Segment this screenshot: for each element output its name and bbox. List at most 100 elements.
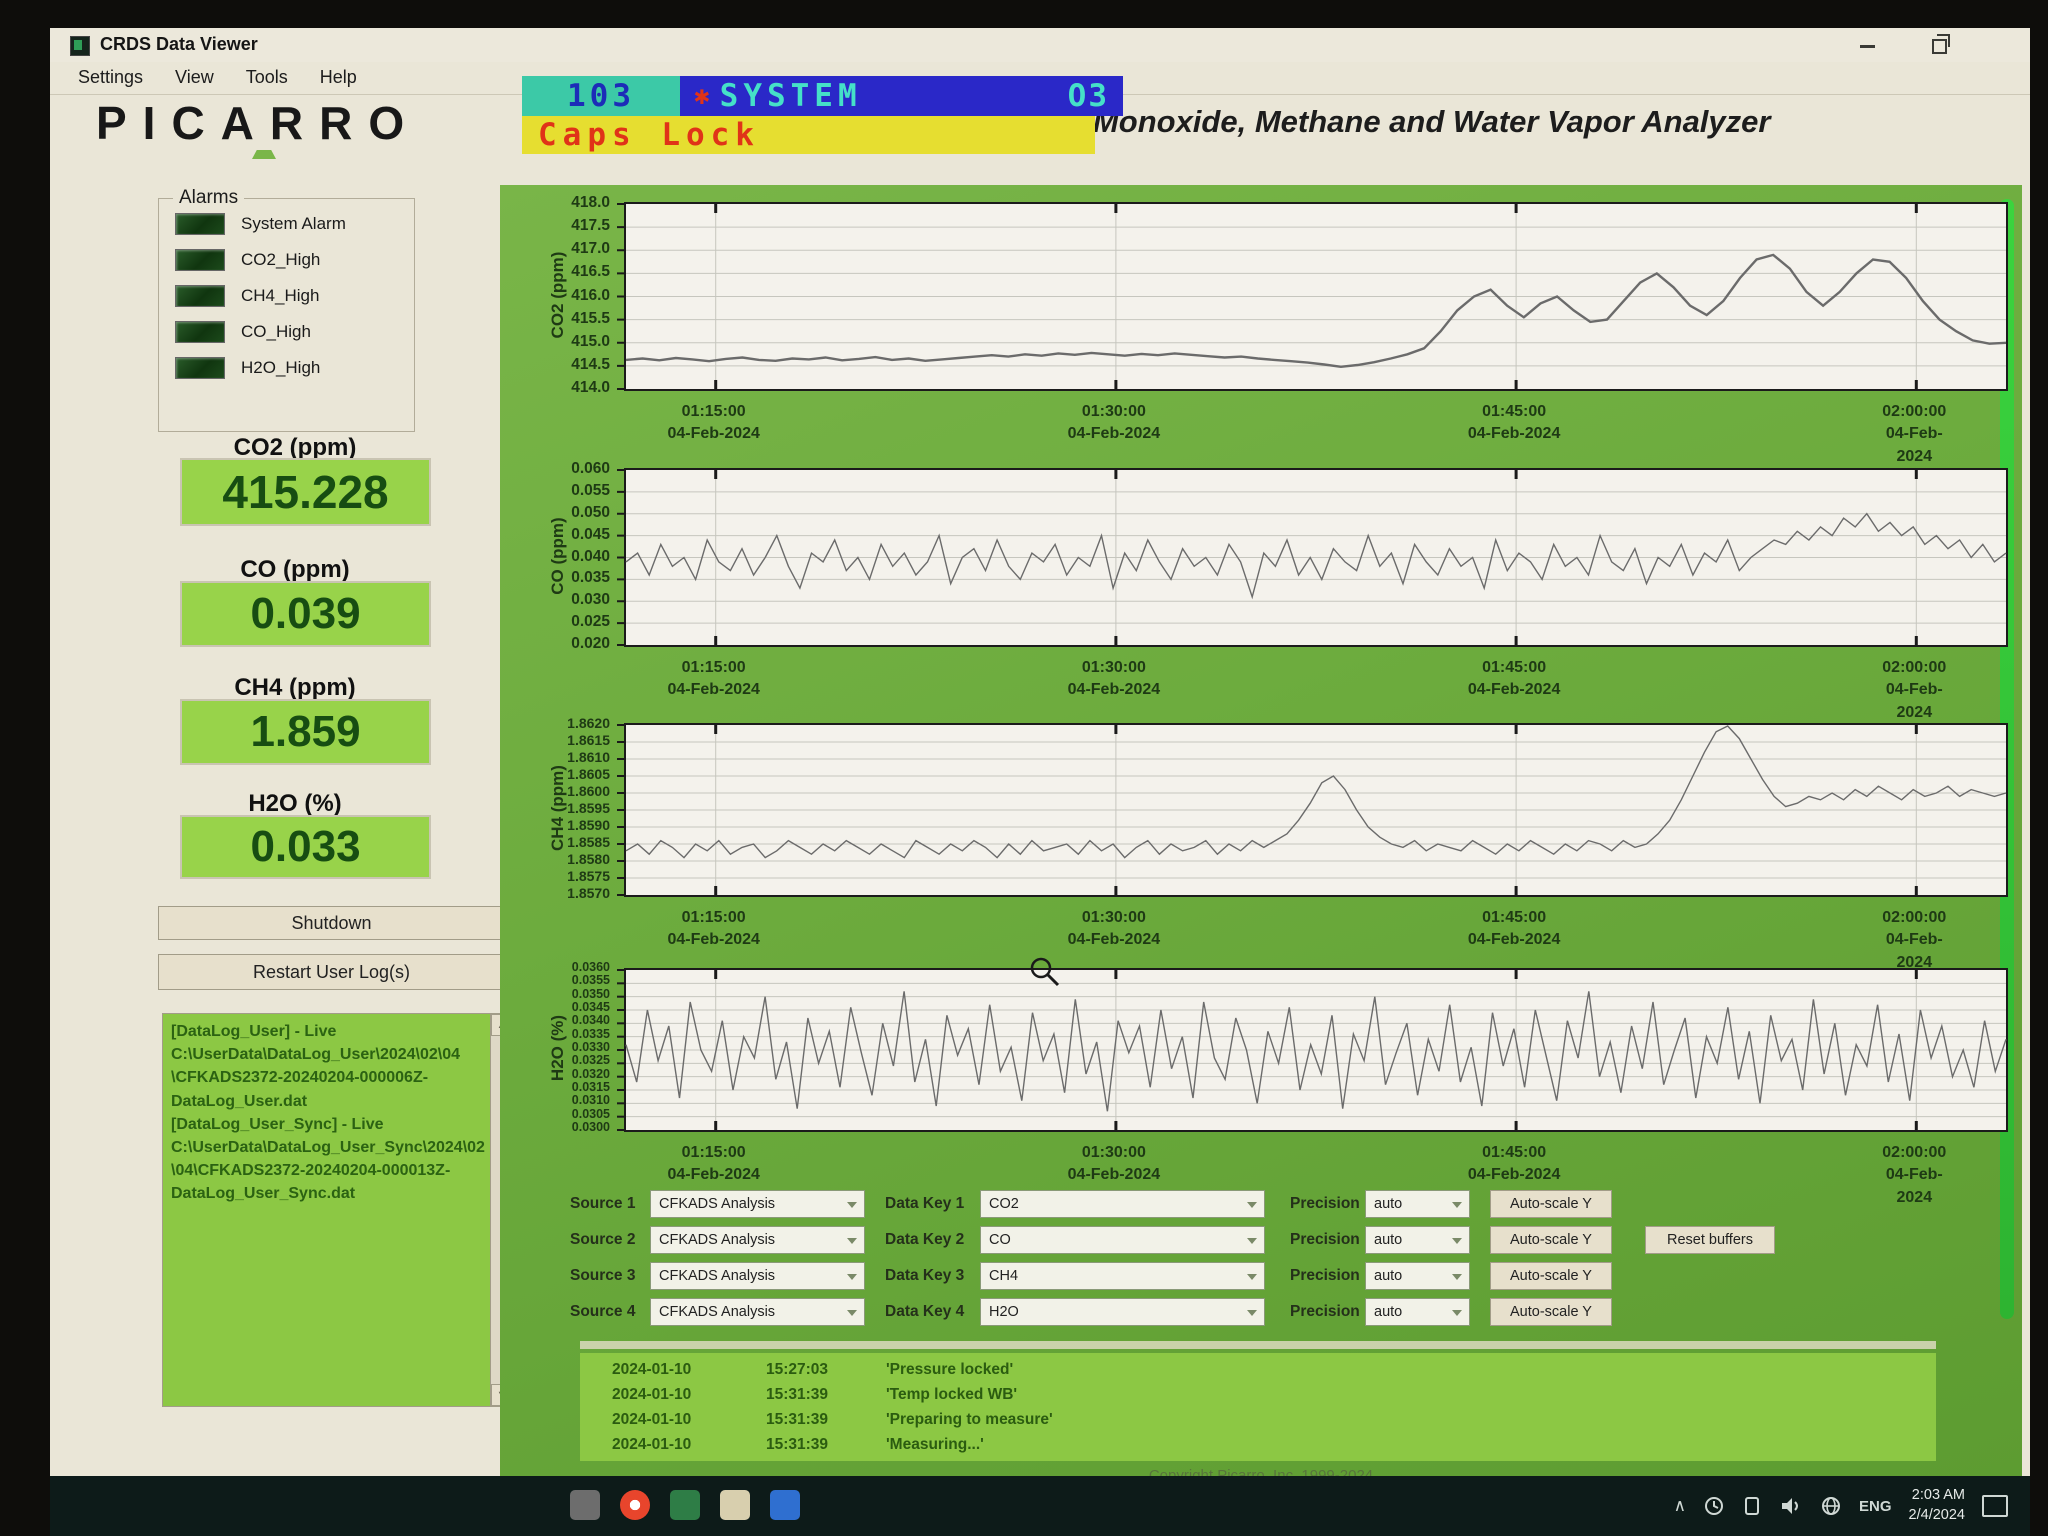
h2o-readout-value: 0.033 bbox=[180, 815, 431, 879]
autoscale-y-1-button[interactable]: Auto-scale Y bbox=[1490, 1190, 1612, 1218]
co-readout-value: 0.039 bbox=[180, 581, 431, 647]
minimize-icon bbox=[1859, 44, 1875, 48]
speaker-tray-icon[interactable] bbox=[1779, 1495, 1803, 1517]
datalog-file-list[interactable]: [DataLog_User] - Live C:\UserData\DataLo… bbox=[162, 1013, 514, 1407]
x-axis-ticks: 01:15:00 04-Feb-2024 01:30:00 04-Feb-2024 01… bbox=[667, 1144, 1947, 1206]
source-4-dropdown[interactable]: CFKADS Analysis bbox=[650, 1298, 865, 1326]
data-key-3-dropdown[interactable]: CH4 bbox=[980, 1262, 1265, 1290]
event-log[interactable]: 2024-01-10 15:27:03 'Pressure locked' 2024… bbox=[580, 1353, 1936, 1461]
precision-4-dropdown[interactable]: auto bbox=[1365, 1298, 1470, 1326]
source-row-3: Source 3 CFKADS Analysis Data Key 3 CH4 … bbox=[500, 1262, 2022, 1292]
system-tray: ∧ ENG 2:03 AM 2/4/2024 bbox=[1674, 1476, 2008, 1536]
picarro-logo-accent bbox=[252, 150, 276, 159]
data-key-1-dropdown[interactable]: CO2 bbox=[980, 1190, 1265, 1218]
osd-input-number: 103 bbox=[522, 76, 680, 116]
taskbar-clock[interactable]: 2:03 AM 2/4/2024 bbox=[1909, 1486, 1965, 1525]
chart-panel: CO2 (ppm) 418.0 417.5 417.0 416.5 416.0 415.5… bbox=[500, 185, 2022, 1484]
tray-overflow-chevron-icon[interactable]: ∧ bbox=[1673, 1496, 1687, 1515]
autoscale-y-4-button[interactable]: Auto-scale Y bbox=[1490, 1298, 1612, 1326]
plot-area[interactable] bbox=[617, 723, 2008, 897]
action-center-icon[interactable] bbox=[1982, 1495, 2008, 1517]
source-row-2: Source 2 CFKADS Analysis Data Key 2 CO P… bbox=[500, 1226, 2022, 1256]
restore-button[interactable] bbox=[1922, 33, 1956, 58]
precision-1-dropdown[interactable]: auto bbox=[1365, 1190, 1470, 1218]
event-row: 2024-01-10 15:31:39 'Preparing to measure' bbox=[612, 1411, 1053, 1428]
co2-readout-value: 415.228 bbox=[180, 458, 431, 526]
precision-label: Precision bbox=[1290, 1231, 1360, 1248]
magnifier-cursor-icon bbox=[1030, 957, 1060, 987]
co2-readout-label: CO2 (ppm) bbox=[233, 434, 357, 461]
data-key-2-dropdown[interactable]: CO bbox=[980, 1226, 1265, 1254]
alarms-groupbox: Alarms System Alarm CO2_High CH4_High CO… bbox=[158, 187, 415, 432]
window-titlebar: CRDS Data Viewer bbox=[50, 28, 2030, 62]
reset-buffers-button[interactable]: Reset buffers bbox=[1645, 1226, 1775, 1254]
data-key-4-dropdown[interactable]: H2O bbox=[980, 1298, 1265, 1326]
osd-system-label: SYSTEM bbox=[719, 78, 862, 114]
window-title: CRDS Data Viewer bbox=[100, 34, 258, 54]
alarm-label: CO2_High bbox=[241, 250, 321, 269]
source-row-1: Source 1 CFKADS Analysis Data Key 1 CO2 … bbox=[500, 1190, 2022, 1220]
event-log-divider bbox=[580, 1341, 1936, 1349]
menu-settings[interactable]: Settings bbox=[78, 67, 144, 87]
plot-area[interactable] bbox=[617, 202, 2008, 391]
menu-view[interactable]: View bbox=[175, 67, 214, 87]
x-axis-ticks: 01:15:00 04-Feb-2024 01:30:00 04-Feb-2024 01… bbox=[667, 659, 1947, 721]
alarm-co-high: CO_High bbox=[175, 321, 414, 343]
data-key-label: Data Key 3 bbox=[885, 1267, 965, 1284]
autoscale-y-2-button[interactable]: Auto-scale Y bbox=[1490, 1226, 1612, 1254]
led-indicator bbox=[175, 285, 225, 307]
osd-system-banner: ✱ SYSTEM O3 bbox=[680, 76, 1123, 116]
restart-user-logs-button[interactable]: Restart User Log(s) bbox=[158, 954, 505, 990]
data-key-label: Data Key 2 bbox=[885, 1231, 965, 1248]
plot-area[interactable] bbox=[617, 968, 2008, 1132]
shutdown-button[interactable]: Shutdown bbox=[158, 906, 505, 940]
alarm-label: CH4_High bbox=[241, 286, 320, 305]
autoscale-y-3-button[interactable]: Auto-scale Y bbox=[1490, 1262, 1612, 1290]
source-label: Source 2 bbox=[570, 1231, 636, 1248]
network-globe-tray-icon[interactable] bbox=[1820, 1495, 1842, 1517]
precision-label: Precision bbox=[1290, 1267, 1360, 1284]
event-row: 2024-01-10 15:31:39 'Temp locked WB' bbox=[612, 1386, 1018, 1403]
led-indicator bbox=[175, 213, 225, 235]
taskbar-app-icon[interactable] bbox=[670, 1490, 700, 1520]
h2o-readout-label: H2O (%) bbox=[248, 790, 342, 817]
language-indicator[interactable]: ENG bbox=[1859, 1497, 1892, 1515]
menu-help[interactable]: Help bbox=[319, 67, 357, 87]
chart-co: CO (ppm) 0.060 0.055 0.050 0.045 0.040 0.035 0… bbox=[500, 460, 2022, 721]
app-icon bbox=[70, 36, 90, 56]
alarm-label: H2O_High bbox=[241, 358, 321, 377]
monitor-osd-overlay: 103 ✱ SYSTEM O3 Caps Lock bbox=[522, 76, 1123, 154]
datalog-file-text: [DataLog_User] - Live C:\UserData\DataLo… bbox=[171, 1023, 485, 1203]
usb-device-tray-icon[interactable] bbox=[1742, 1495, 1762, 1517]
taskbar-app-icon[interactable] bbox=[620, 1490, 650, 1520]
source-3-dropdown[interactable]: CFKADS Analysis bbox=[650, 1262, 865, 1290]
source-1-dropdown[interactable]: CFKADS Analysis bbox=[650, 1190, 865, 1218]
ch4-readout-label: CH4 (ppm) bbox=[234, 674, 356, 701]
data-key-label: Data Key 1 bbox=[885, 1195, 965, 1212]
precision-2-dropdown[interactable]: auto bbox=[1365, 1226, 1470, 1254]
source-label: Source 3 bbox=[570, 1267, 636, 1284]
taskbar-apps bbox=[570, 1490, 800, 1520]
clock-date: 2/4/2024 bbox=[1908, 1507, 1965, 1523]
minimize-button[interactable] bbox=[1850, 34, 1884, 58]
osd-code-label: O3 bbox=[1067, 78, 1109, 114]
taskbar-app-icon[interactable] bbox=[570, 1490, 600, 1520]
windows-taskbar: ∧ ENG 2:03 AM 2/4/2024 bbox=[50, 1476, 2030, 1536]
taskbar-app-icon[interactable] bbox=[720, 1490, 750, 1520]
precision-label: Precision bbox=[1290, 1195, 1360, 1212]
plot-area[interactable] bbox=[617, 468, 2008, 647]
menu-tools[interactable]: Tools bbox=[245, 67, 288, 87]
taskbar-app-icon[interactable] bbox=[770, 1490, 800, 1520]
ch4-readout-value: 1.859 bbox=[180, 699, 431, 765]
precision-3-dropdown[interactable]: auto bbox=[1365, 1262, 1470, 1290]
alarm-ch4-high: CH4_High bbox=[175, 285, 414, 307]
monitor-screen: CRDS Data Viewer Settings View Tools Hel… bbox=[50, 28, 2030, 1536]
clock-tray-icon[interactable] bbox=[1703, 1495, 1725, 1517]
chart-co2: CO2 (ppm) 418.0 417.5 417.0 416.5 416.0 415.5… bbox=[500, 194, 2022, 465]
chart-h2o: H2O (%) 0.0360 0.0355 0.0350 0.0345 0.0340 0.… bbox=[500, 960, 2022, 1206]
source-2-dropdown[interactable]: CFKADS Analysis bbox=[650, 1226, 865, 1254]
osd-capslock-banner: Caps Lock bbox=[522, 116, 1095, 154]
co-readout-label: CO (ppm) bbox=[240, 556, 350, 583]
alarms-legend: Alarms bbox=[173, 187, 245, 209]
clock-time: 2:03 AM bbox=[1911, 1487, 1965, 1504]
